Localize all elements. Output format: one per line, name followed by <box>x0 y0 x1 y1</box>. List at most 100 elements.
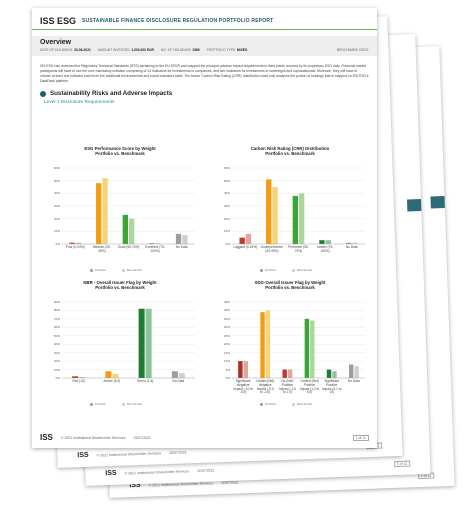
bar <box>112 373 119 378</box>
y-tick-label: 45% <box>223 300 230 304</box>
bar <box>72 376 79 378</box>
category-label: Red (10) <box>72 379 85 383</box>
chart-title: NBR - Overall Issuer Flag by Weight <box>83 280 157 285</box>
field-label: DATE OF HOLDINGS: <box>40 48 74 52</box>
bar <box>348 364 354 378</box>
bar <box>69 242 75 244</box>
bar <box>266 179 272 244</box>
y-tick-label: 40% <box>223 308 230 313</box>
y-tick-label: 40% <box>53 342 60 347</box>
y-tick-label: 10% <box>223 359 230 364</box>
category-label: Good (50-74%) <box>117 245 140 249</box>
legend-swatch <box>260 268 263 272</box>
bar <box>352 242 358 244</box>
icon <box>40 90 46 97</box>
chart-subtitle: Portfolio vs. Benchmark <box>95 285 145 290</box>
y-tick-label: 20% <box>53 216 60 221</box>
date: 15/07/2021 <box>133 435 151 440</box>
legend-swatch <box>90 268 93 272</box>
y-tick-label: 10% <box>53 367 60 372</box>
y-tick-label: 50% <box>53 178 60 183</box>
bar <box>354 366 359 378</box>
bar <box>122 214 128 244</box>
bar <box>96 183 102 244</box>
bar <box>105 371 112 378</box>
legend-swatch <box>90 402 93 406</box>
category-label: Excellent (75-100%) <box>145 245 165 253</box>
plot <box>62 167 195 245</box>
bar <box>171 371 178 378</box>
category-label: Amber (6-9) <box>103 379 121 383</box>
category-label: No Data <box>175 245 188 249</box>
y-tick-label: 40% <box>223 191 230 196</box>
bar <box>319 240 325 244</box>
category-label: Performer (50-74%) <box>288 245 309 253</box>
bar <box>272 187 278 244</box>
category-label: No Data <box>345 245 358 249</box>
plot <box>232 301 365 379</box>
legend-label: Benchmark <box>127 268 143 272</box>
field-value: 1586 <box>192 48 200 52</box>
field-label: AMOUNT INVESTED: <box>97 48 131 52</box>
copyright: © 2021 Institutional Shareholder Service… <box>60 435 126 440</box>
y-tick-label: 30% <box>53 350 60 355</box>
y-tick-label: 0% <box>55 376 60 380</box>
y-tick-label: 35% <box>223 316 230 321</box>
bar <box>145 308 152 378</box>
header: ISS ESG SUSTAINABLE FINANCE DISCLOSURE R… <box>32 8 377 30</box>
bar <box>155 243 161 244</box>
category-label: No Data <box>172 379 185 383</box>
bar <box>265 310 271 378</box>
logo: ISS <box>105 469 117 478</box>
category-label: Limited (Net) Negative Impact (-5.0 to -… <box>256 379 275 395</box>
legend-swatch <box>292 402 295 406</box>
y-tick-label: 20% <box>223 216 230 221</box>
logo: ISS <box>40 433 53 442</box>
bar <box>75 242 82 244</box>
category-label: Significant Positive Impact (5.1 to 10) <box>321 379 342 395</box>
y-tick-label: 10% <box>223 229 230 234</box>
report-page: ISS ESG SUSTAINABLE FINANCE DISCLOSURE R… <box>32 8 377 448</box>
y-tick-label: 50% <box>223 178 230 183</box>
plot <box>232 167 365 245</box>
field-label: PORTFOLIO TYPE: <box>206 48 236 52</box>
legend-label: Benchmark <box>127 402 143 406</box>
subsection-title: Level 1 Disclosure Requirements <box>44 100 115 105</box>
chart-title: Carbon Risk Rating (CRR) Distribution <box>250 146 330 151</box>
legend-label: Portfolio <box>95 268 107 272</box>
bar <box>282 369 287 378</box>
field: PORTFOLIO TYPE: MIXED <box>207 48 248 52</box>
chart-title: ESG Performance Score by Weight <box>84 146 156 151</box>
y-tick-label: 0% <box>225 376 230 380</box>
y-tick-label: 30% <box>223 325 230 330</box>
legend-item: Portfolio <box>260 402 276 406</box>
category-label: Medium (25-49%) <box>92 245 111 253</box>
chart: Carbon Risk Rating (CRR) Distribution Por… <box>210 146 370 276</box>
category-label: Limited (Net) Positive Impact (1.0 to 5.… <box>299 379 320 395</box>
y-tick-label: 15% <box>223 350 230 355</box>
legend-label: Portfolio <box>265 402 277 406</box>
y-tick-label: 60% <box>53 325 60 330</box>
y-tick-label: 40% <box>53 191 60 196</box>
y-tick-label: 0% <box>225 242 230 246</box>
plot <box>62 301 195 379</box>
legend-item: Portfolio <box>90 402 106 406</box>
block <box>406 199 422 212</box>
field: DATE OF HOLDINGS: 30-06-2021 <box>40 48 91 52</box>
legend-item: Benchmark <box>122 402 142 406</box>
category-label: Green (1-5) <box>136 379 154 383</box>
legend-swatch <box>260 402 263 406</box>
overview: Overview DATE OF HOLDINGS: 30-06-2021 AMO… <box>32 36 377 56</box>
y-tick-label: 5% <box>225 367 230 372</box>
bar <box>345 242 352 244</box>
date: 15/07/2021 <box>168 449 187 455</box>
chart-subtitle: Portfolio vs. Benchmark <box>265 151 315 156</box>
bar <box>243 361 249 378</box>
bar <box>79 377 86 378</box>
section-title: Sustainability Risks and Adverse Impacts <box>50 90 173 97</box>
bar <box>326 369 332 378</box>
legend-item: Benchmark <box>292 268 312 272</box>
bar <box>325 240 331 244</box>
bar <box>238 361 243 378</box>
intro: ISS ESG has reviewed the Regulatory Tech… <box>40 64 369 83</box>
